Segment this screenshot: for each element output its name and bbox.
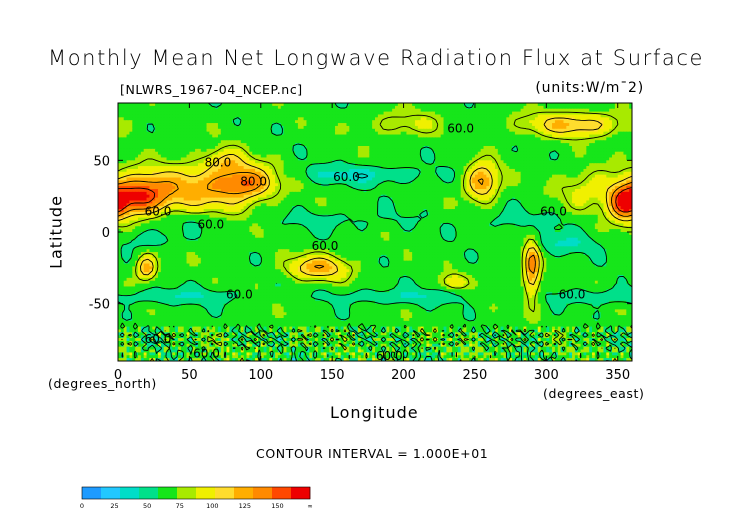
flux-field <box>118 103 633 362</box>
